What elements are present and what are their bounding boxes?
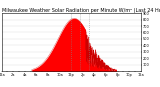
Text: Milwaukee Weather Solar Radiation per Minute W/m² (Last 24 Hours): Milwaukee Weather Solar Radiation per Mi…	[2, 8, 160, 13]
